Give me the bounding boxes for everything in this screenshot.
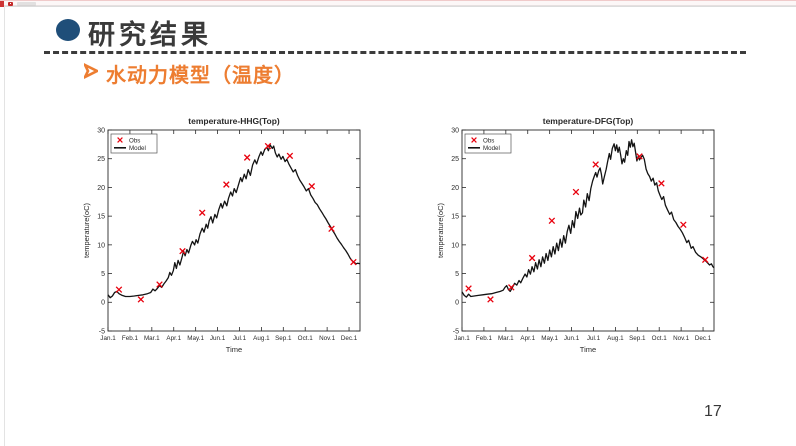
svg-text:-5: -5 [453,328,459,335]
svg-text:Model: Model [129,145,146,152]
svg-text:May.1: May.1 [541,335,558,342]
svg-text:25: 25 [451,156,459,163]
svg-text:Time: Time [226,345,242,354]
svg-text:Aug.1: Aug.1 [253,335,270,342]
window-topbar [0,0,796,7]
svg-text:25: 25 [97,156,105,163]
svg-text:Obs: Obs [483,137,494,144]
svg-text:5: 5 [101,271,105,278]
svg-text:Jan.1: Jan.1 [100,335,116,342]
svg-text:Dec.1: Dec.1 [341,335,358,342]
svg-text:temperature-DFG(Top): temperature-DFG(Top) [543,116,634,126]
svg-text:temperature-HHG(Top): temperature-HHG(Top) [188,116,280,126]
arrow-right-icon [82,61,100,84]
svg-text:temperature(oC): temperature(oC) [82,202,91,258]
svg-text:10: 10 [97,242,105,249]
svg-text:Apr.1: Apr.1 [520,335,535,342]
app-logo-icon[interactable] [8,2,13,6]
svg-text:Sep.1: Sep.1 [275,335,292,342]
svg-text:Jul.1: Jul.1 [233,335,247,342]
svg-text:Oct.1: Oct.1 [298,335,314,342]
subtitle-text: 水动力模型（温度） [106,64,295,87]
svg-text:Sep.1: Sep.1 [629,335,646,342]
svg-text:15: 15 [451,214,459,221]
svg-text:0: 0 [455,300,459,307]
svg-text:Model: Model [483,145,500,152]
svg-text:Feb.1: Feb.1 [122,335,139,342]
svg-text:0: 0 [101,300,105,307]
svg-text:30: 30 [451,127,459,134]
svg-text:Jul.1: Jul.1 [587,335,601,342]
svg-text:Feb.1: Feb.1 [476,335,493,342]
svg-text:Jan.1: Jan.1 [454,335,470,342]
topbar-red-edge [0,1,4,7]
slide-left-border [4,6,5,446]
svg-text:Mar.1: Mar.1 [498,335,514,342]
slide-top-border [4,6,796,7]
svg-text:Obs: Obs [129,137,140,144]
svg-text:Jun.1: Jun.1 [210,335,226,342]
svg-text:Dec.1: Dec.1 [695,335,712,342]
svg-text:20: 20 [97,185,105,192]
svg-text:Time: Time [580,345,596,354]
temperature-chart-dfg: -5 0 5 10 15 20 25 30 Jan.1 Feb.1 Mar.1 Apr.1 May.1 J… [432,113,732,363]
svg-text:20: 20 [451,185,459,192]
svg-text:Jun.1: Jun.1 [564,335,580,342]
svg-text:Nov.1: Nov.1 [673,335,689,342]
title-divider-dashed-line [44,51,746,54]
svg-text:30: 30 [97,127,105,134]
circle-bullet-icon [56,19,80,41]
svg-text:15: 15 [97,214,105,221]
page-number: 17 [704,403,722,420]
svg-text:Mar.1: Mar.1 [144,335,160,342]
svg-text:5: 5 [455,271,459,278]
slide-title: 研究结果 [88,20,212,50]
svg-text:-5: -5 [99,328,105,335]
svg-text:Nov.1: Nov.1 [319,335,335,342]
temperature-chart-hhg: -5 0 5 10 15 20 25 30 Jan.1 Feb.1 Mar.1 Apr.1 May.1 J… [78,113,378,363]
svg-text:temperature(oC): temperature(oC) [436,202,445,258]
svg-text:Oct.1: Oct.1 [652,335,668,342]
watermark-smudge [17,2,36,6]
subtitle-row: 水动力模型（温度） [82,60,295,87]
svg-text:Aug.1: Aug.1 [607,335,624,342]
svg-text:Apr.1: Apr.1 [166,335,181,342]
svg-text:May.1: May.1 [187,335,204,342]
svg-text:10: 10 [451,242,459,249]
